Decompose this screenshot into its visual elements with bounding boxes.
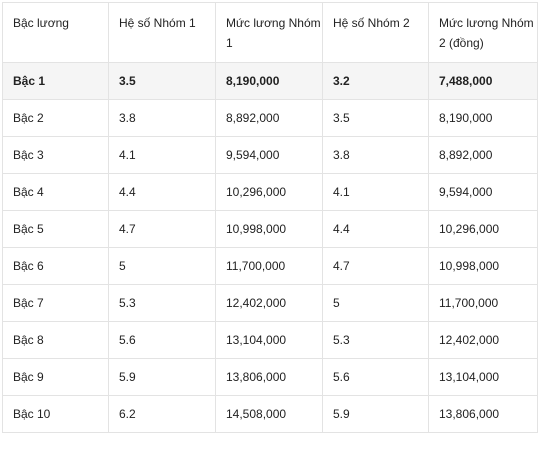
- cell-salary-group-2: 13,806,000: [428, 395, 538, 433]
- cell-salary-group-2: 10,998,000: [428, 247, 538, 285]
- cell-salary-group-2: 7,488,000: [428, 62, 538, 100]
- cell-salary-group-1: 8,190,000: [215, 62, 323, 100]
- cell-coefficient-group-2: 3.5: [322, 99, 429, 137]
- header-cell-coefficient-group-2: Hệ số Nhóm 2: [322, 2, 429, 63]
- cell-salary-group-1: 10,998,000: [215, 210, 323, 248]
- table-row: Bậc 8 5.6 13,104,000 5.3 12,402,000: [2, 321, 538, 359]
- cell-salary-group-2: 11,700,000: [428, 284, 538, 322]
- cell-coefficient-group-2: 4.1: [322, 173, 429, 211]
- cell-salary-group-2: 10,296,000: [428, 210, 538, 248]
- cell-coefficient-group-2: 3.2: [322, 62, 429, 100]
- cell-coefficient-group-1: 4.4: [108, 173, 216, 211]
- table-row: Bậc 10 6.2 14,508,000 5.9 13,806,000: [2, 395, 538, 433]
- cell-salary-group-1: 13,104,000: [215, 321, 323, 359]
- cell-coefficient-group-2: 5.3: [322, 321, 429, 359]
- cell-coefficient-group-1: 5.6: [108, 321, 216, 359]
- cell-salary-group-2: 8,190,000: [428, 99, 538, 137]
- cell-salary-level: Bậc 2: [2, 99, 109, 137]
- salary-table-container: Bậc lương Hệ số Nhóm 1 Mức lương Nhóm 1 …: [2, 2, 538, 433]
- cell-salary-group-1: 8,892,000: [215, 99, 323, 137]
- cell-salary-group-1: 9,594,000: [215, 136, 323, 174]
- cell-salary-level: Bậc 5: [2, 210, 109, 248]
- salary-table: Bậc lương Hệ số Nhóm 1 Mức lương Nhóm 1 …: [2, 2, 538, 433]
- cell-coefficient-group-1: 5.3: [108, 284, 216, 322]
- cell-coefficient-group-2: 4.7: [322, 247, 429, 285]
- cell-salary-level: Bậc 7: [2, 284, 109, 322]
- table-row: Bậc 7 5.3 12,402,000 5 11,700,000: [2, 284, 538, 322]
- table-row: Bậc 6 5 11,700,000 4.7 10,998,000: [2, 247, 538, 285]
- header-row: Bậc lương Hệ số Nhóm 1 Mức lương Nhóm 1 …: [2, 2, 538, 63]
- cell-salary-group-2: 12,402,000: [428, 321, 538, 359]
- cell-coefficient-group-1: 4.1: [108, 136, 216, 174]
- cell-coefficient-group-2: 4.4: [322, 210, 429, 248]
- cell-coefficient-group-1: 4.7: [108, 210, 216, 248]
- cell-salary-group-1: 10,296,000: [215, 173, 323, 211]
- cell-salary-group-1: 11,700,000: [215, 247, 323, 285]
- cell-salary-level: Bậc 3: [2, 136, 109, 174]
- cell-salary-group-1: 12,402,000: [215, 284, 323, 322]
- table-row: Bậc 4 4.4 10,296,000 4.1 9,594,000: [2, 173, 538, 211]
- cell-coefficient-group-1: 3.8: [108, 99, 216, 137]
- cell-salary-level: Bậc 8: [2, 321, 109, 359]
- header-cell-salary-level: Bậc lương: [2, 2, 109, 63]
- header-cell-salary-group-1: Mức lương Nhóm 1: [215, 2, 323, 63]
- table-row: Bậc 3 4.1 9,594,000 3.8 8,892,000: [2, 136, 538, 174]
- cell-coefficient-group-2: 3.8: [322, 136, 429, 174]
- cell-salary-group-2: 13,104,000: [428, 358, 538, 396]
- cell-salary-level: Bậc 6: [2, 247, 109, 285]
- cell-salary-group-2: 9,594,000: [428, 173, 538, 211]
- cell-salary-level: Bậc 10: [2, 395, 109, 433]
- header-cell-salary-group-2: Mức lương Nhóm 2 (đồng): [428, 2, 538, 63]
- table-row: Bậc 5 4.7 10,998,000 4.4 10,296,000: [2, 210, 538, 248]
- cell-coefficient-group-1: 5.9: [108, 358, 216, 396]
- cell-coefficient-group-1: 3.5: [108, 62, 216, 100]
- table-row: Bậc 9 5.9 13,806,000 5.6 13,104,000: [2, 358, 538, 396]
- table-header: Bậc lương Hệ số Nhóm 1 Mức lương Nhóm 1 …: [2, 2, 538, 63]
- cell-coefficient-group-2: 5: [322, 284, 429, 322]
- table-row: Bậc 1 3.5 8,190,000 3.2 7,488,000: [2, 62, 538, 100]
- cell-salary-group-1: 14,508,000: [215, 395, 323, 433]
- cell-coefficient-group-2: 5.9: [322, 395, 429, 433]
- cell-salary-level: Bậc 9: [2, 358, 109, 396]
- cell-salary-group-1: 13,806,000: [215, 358, 323, 396]
- cell-coefficient-group-2: 5.6: [322, 358, 429, 396]
- cell-coefficient-group-1: 5: [108, 247, 216, 285]
- table-body: Bậc 1 3.5 8,190,000 3.2 7,488,000 Bậc 2 …: [2, 62, 538, 433]
- cell-salary-group-2: 8,892,000: [428, 136, 538, 174]
- cell-coefficient-group-1: 6.2: [108, 395, 216, 433]
- cell-salary-level: Bậc 4: [2, 173, 109, 211]
- table-row: Bậc 2 3.8 8,892,000 3.5 8,190,000: [2, 99, 538, 137]
- header-cell-coefficient-group-1: Hệ số Nhóm 1: [108, 2, 216, 63]
- cell-salary-level: Bậc 1: [2, 62, 109, 100]
